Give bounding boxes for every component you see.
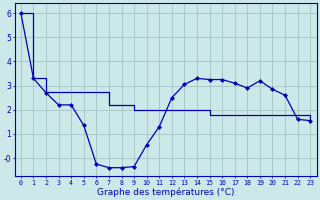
X-axis label: Graphe des températures (°C): Graphe des températures (°C)	[97, 187, 234, 197]
